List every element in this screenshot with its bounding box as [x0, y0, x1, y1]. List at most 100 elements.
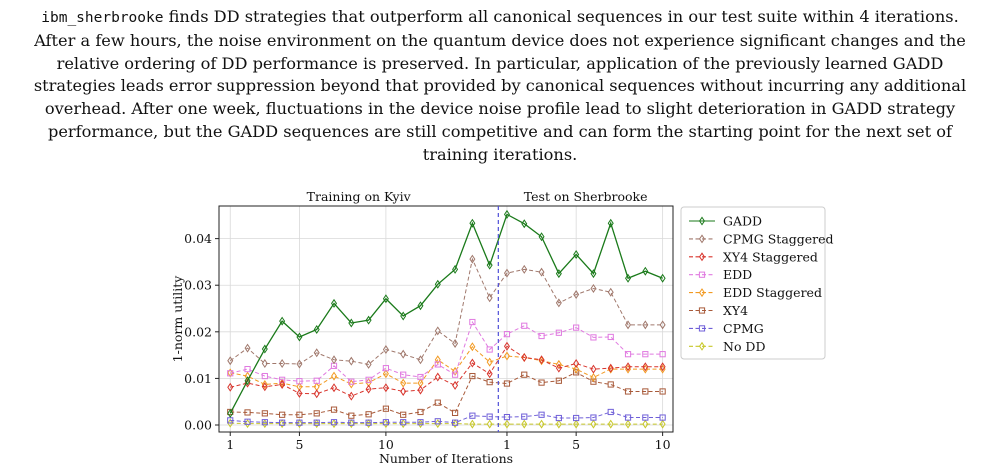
data-point [313, 389, 320, 399]
chart-legend: GADD CPMG Staggered XY4 Staggered EDD EDD St… [680, 206, 834, 360]
y-tick-label: 0.02 [184, 324, 212, 339]
legend-marker [698, 234, 706, 244]
data-point [417, 301, 424, 311]
data-point [434, 419, 441, 429]
data-point [555, 329, 562, 336]
data-point [279, 358, 286, 369]
data-point [607, 218, 614, 228]
data-point [521, 322, 528, 329]
data-point [538, 379, 545, 386]
data-point [521, 219, 528, 229]
data-point [261, 382, 268, 392]
data-point [469, 318, 476, 326]
data-point [400, 371, 407, 378]
legend-label: EDD [723, 267, 752, 282]
x-tick-label: 10 [378, 437, 394, 452]
data-point [590, 269, 597, 279]
data-point [573, 358, 580, 369]
section-label-training: Training on Kyiv [307, 189, 412, 204]
data-point [382, 405, 389, 412]
data-point [607, 408, 614, 416]
data-point [261, 419, 268, 426]
data-point [434, 361, 441, 368]
legend-label: XY4 [723, 303, 748, 318]
series-cpmg-staggered [227, 254, 666, 369]
data-point [261, 344, 268, 354]
data-point [469, 419, 476, 429]
data-point [590, 378, 597, 385]
y-tick-label: 0.00 [184, 418, 212, 433]
data-point [227, 370, 234, 377]
legend-label: EDD Staggered [723, 285, 822, 300]
data-point [227, 356, 234, 366]
y-tick-label: 0.04 [184, 231, 212, 246]
data-point [400, 386, 407, 396]
data-point [659, 419, 666, 429]
data-point [590, 364, 597, 374]
data-point [486, 413, 493, 420]
data-point [279, 411, 286, 418]
data-point [555, 414, 562, 422]
data-point [365, 384, 372, 394]
legend-marker [698, 341, 706, 351]
data-point [279, 419, 286, 426]
data-point [279, 378, 286, 388]
data-point [417, 419, 424, 426]
data-point [590, 414, 597, 421]
legend-label: No DD [723, 339, 765, 354]
paragraph-line: relative ordering of DD performance is p… [56, 53, 944, 73]
data-point [244, 376, 251, 386]
data-point [331, 355, 338, 365]
data-point [451, 419, 459, 426]
data-point [659, 351, 666, 358]
data-point [607, 287, 614, 297]
data-point [469, 218, 476, 228]
data-point [400, 378, 407, 388]
data-point [382, 419, 389, 426]
data-point [452, 380, 459, 390]
data-point [382, 369, 389, 379]
data-point [659, 320, 666, 330]
y-tick-label: 0.01 [184, 371, 212, 386]
data-point [313, 410, 320, 417]
data-point [365, 411, 372, 418]
data-point [365, 419, 372, 426]
x-tick-label: 5 [295, 437, 303, 452]
data-point [642, 388, 649, 395]
data-point [642, 419, 649, 429]
data-point [469, 342, 476, 352]
data-point [573, 419, 580, 429]
series-edd-staggered [227, 342, 666, 392]
data-point [486, 346, 493, 353]
data-point [659, 362, 666, 372]
data-point [348, 356, 355, 366]
data-point [296, 359, 303, 369]
data-point [434, 418, 441, 425]
paragraph-line: overhead. After one week, fluctuations i… [44, 99, 956, 119]
data-point [573, 290, 580, 300]
plot-frame [218, 205, 674, 433]
data-point [313, 377, 320, 384]
legend-frame [680, 206, 826, 360]
data-point [642, 266, 649, 276]
data-point [417, 408, 424, 416]
data-point [642, 320, 649, 330]
data-point [244, 365, 251, 373]
data-point [382, 345, 389, 355]
data-point [313, 348, 320, 358]
data-point [452, 338, 459, 348]
data-point [261, 372, 268, 380]
data-point [659, 414, 666, 421]
data-point [503, 209, 510, 219]
legend-marker [698, 252, 706, 262]
data-point [296, 419, 303, 426]
data-point [607, 333, 614, 341]
data-point [625, 419, 632, 429]
device-name-code: ibm_sherbrooke [41, 10, 164, 26]
paragraph-line: performance, but the GADD sequences are … [47, 121, 953, 141]
data-point [261, 358, 268, 369]
data-point [417, 385, 424, 395]
data-point [538, 411, 545, 418]
series-xy4 [227, 369, 666, 419]
data-point [434, 372, 441, 382]
